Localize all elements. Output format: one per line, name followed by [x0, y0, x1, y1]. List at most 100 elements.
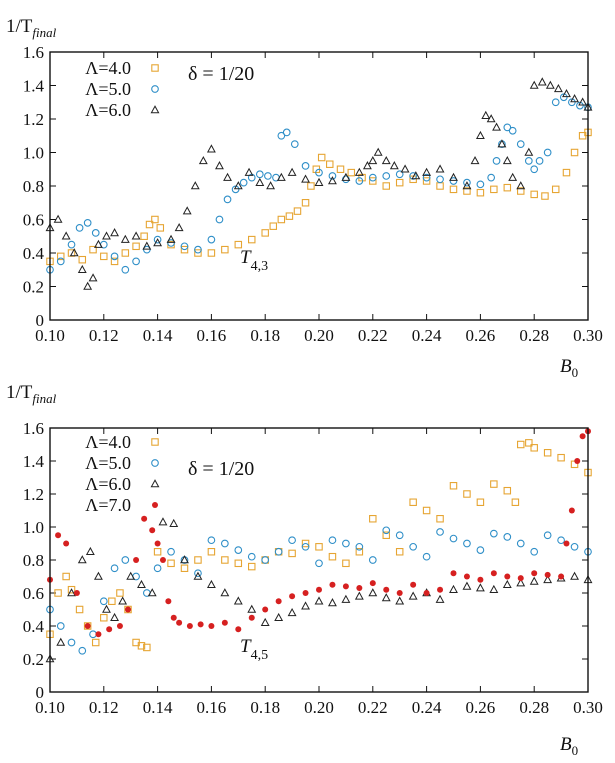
data-point	[208, 623, 214, 629]
data-point	[68, 639, 75, 646]
data-point	[235, 547, 242, 554]
data-point	[79, 266, 86, 273]
data-point	[133, 258, 140, 265]
y-tick-label: 0.2	[23, 278, 44, 297]
data-point	[84, 220, 91, 227]
data-point	[517, 141, 524, 148]
legend-marker	[152, 65, 158, 71]
data-point	[491, 481, 497, 487]
legend-marker	[151, 480, 158, 487]
data-point	[558, 455, 564, 461]
data-point	[477, 584, 484, 591]
data-point	[450, 535, 457, 542]
data-point	[125, 607, 131, 613]
data-point	[221, 589, 228, 596]
data-point	[222, 620, 228, 626]
x-tick-label: 0.12	[89, 326, 119, 345]
data-point	[482, 112, 489, 119]
data-point	[553, 186, 559, 192]
data-point	[569, 508, 575, 514]
data-point	[76, 225, 83, 232]
data-point	[224, 174, 231, 181]
data-point	[249, 615, 255, 621]
data-point	[57, 639, 64, 646]
x-axis-label: B0	[560, 734, 578, 758]
data-point	[262, 619, 269, 626]
data-point	[79, 556, 86, 563]
data-point	[171, 615, 177, 621]
data-point	[170, 520, 177, 527]
data-point	[451, 570, 457, 576]
x-tick-label: 0.20	[304, 326, 334, 345]
data-point	[343, 176, 350, 183]
data-point	[79, 257, 85, 263]
delta-annotation: δ = 1/20	[188, 458, 254, 480]
data-point	[122, 266, 129, 273]
data-point	[222, 540, 229, 547]
y-tick-label: 0	[36, 683, 45, 702]
y-tick-label: 1.6	[23, 419, 44, 438]
data-point	[117, 623, 123, 629]
y-tick-label: 0.6	[23, 584, 44, 603]
data-point	[262, 230, 268, 236]
data-point	[574, 458, 580, 464]
data-point	[542, 193, 548, 199]
data-point	[95, 631, 101, 637]
data-point	[235, 626, 241, 632]
data-point	[383, 173, 390, 180]
data-point	[531, 578, 538, 585]
x-tick-label: 0.12	[89, 698, 119, 717]
data-point	[518, 441, 524, 447]
data-point	[291, 141, 298, 148]
data-point	[208, 236, 215, 243]
data-point	[208, 549, 214, 555]
data-point	[316, 587, 322, 593]
data-point	[437, 176, 444, 183]
data-point	[63, 573, 69, 579]
x-tick-label: 0.22	[358, 698, 388, 717]
x-tick-label: 0.24	[412, 326, 442, 345]
data-point	[558, 537, 565, 544]
data-point	[76, 606, 82, 612]
legend-label: Λ=6.0	[85, 100, 131, 120]
data-point	[240, 179, 247, 186]
data-point	[141, 516, 147, 522]
data-point	[327, 161, 333, 167]
data-point	[63, 541, 69, 547]
data-point	[294, 208, 300, 214]
series-Λ=4.0	[47, 129, 591, 264]
data-point	[437, 516, 443, 522]
data-point	[410, 582, 416, 588]
data-point	[424, 590, 430, 596]
data-point	[133, 557, 139, 563]
data-point	[571, 149, 577, 155]
data-point	[370, 580, 376, 586]
data-point	[531, 82, 538, 89]
data-point	[370, 557, 377, 564]
y-tick-label: 1.4	[23, 452, 45, 471]
data-point	[184, 207, 191, 214]
data-point	[216, 162, 223, 169]
data-point	[84, 283, 91, 290]
data-point	[437, 587, 443, 593]
data-point	[504, 574, 510, 580]
data-point	[181, 565, 187, 571]
data-point	[245, 169, 252, 176]
data-point	[111, 229, 118, 236]
data-point	[154, 549, 160, 555]
y-tick-label: 0	[36, 311, 45, 330]
data-point	[517, 540, 524, 547]
data-point	[318, 154, 324, 160]
data-point	[165, 598, 171, 604]
x-tick-label: 0.30	[573, 326, 603, 345]
data-point	[257, 171, 264, 178]
data-point	[397, 549, 403, 555]
data-point	[270, 223, 276, 229]
data-point	[92, 230, 99, 237]
configuration-label: T4,5	[240, 636, 268, 663]
data-point	[531, 570, 537, 576]
data-point	[168, 548, 175, 555]
data-point	[122, 236, 129, 243]
x-tick-label: 0.22	[358, 326, 388, 345]
